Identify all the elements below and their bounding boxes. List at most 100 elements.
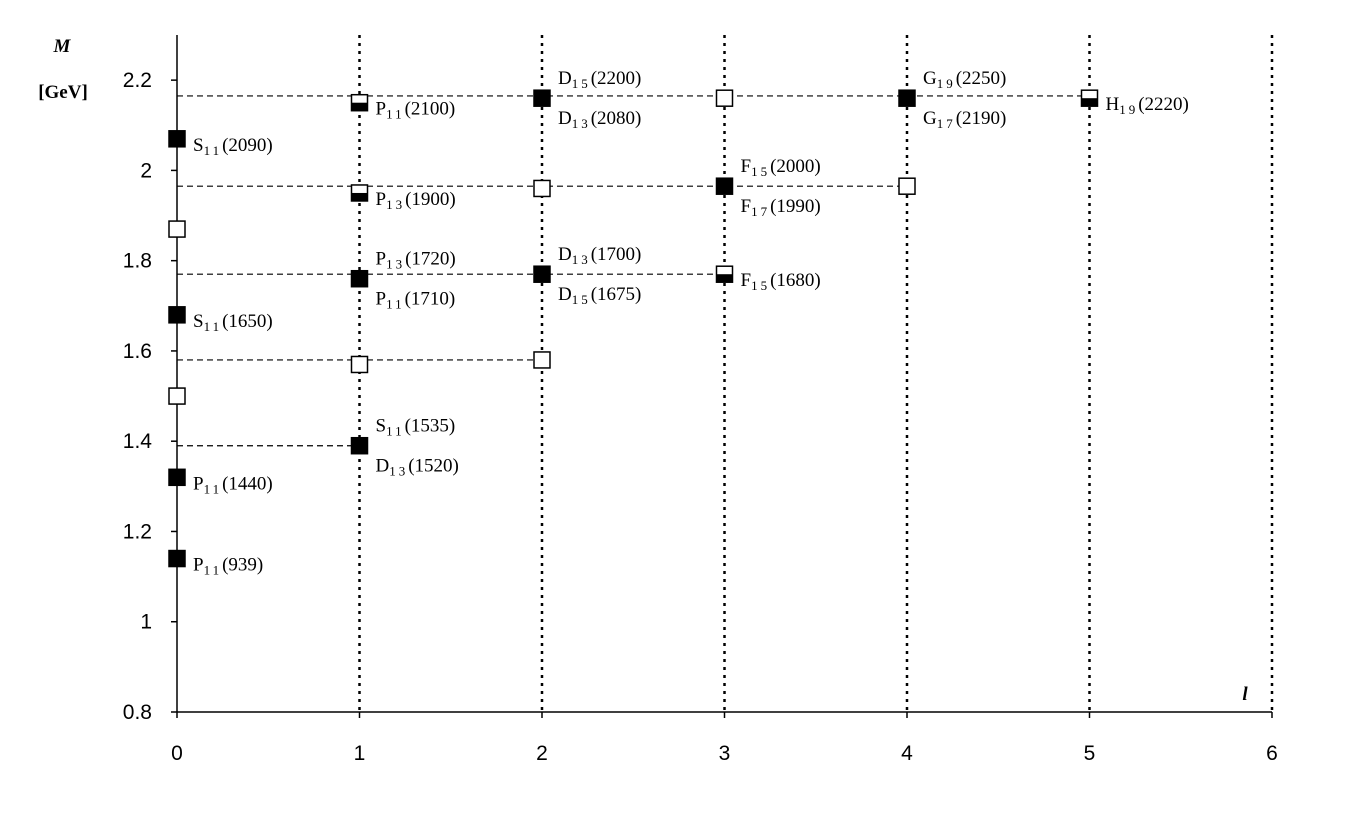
- point: [533, 351, 551, 369]
- label-name: F: [741, 270, 752, 291]
- label-mass: (1900): [405, 189, 456, 210]
- label-name: D: [558, 244, 572, 265]
- label-mass: (939): [222, 555, 263, 576]
- point-square: [168, 220, 186, 238]
- x-tick-label: 0: [171, 742, 183, 765]
- point-square: [168, 130, 186, 148]
- label-mass: (1440): [222, 473, 273, 494]
- point-label: S11(1535): [376, 416, 456, 439]
- label-subscript: 17: [751, 204, 770, 219]
- point-square: [168, 549, 186, 568]
- label-subscript: 13: [572, 252, 591, 267]
- point-square: [168, 468, 186, 487]
- point-label: F15(1680): [741, 270, 821, 293]
- point: [715, 89, 734, 107]
- label-subscript: 11: [204, 319, 223, 334]
- x-tick-label: 3: [719, 742, 731, 765]
- point-label: D13(1520): [376, 456, 459, 479]
- point: [350, 269, 369, 288]
- point-half: [351, 192, 368, 201]
- point-square: [533, 351, 551, 369]
- point: [168, 387, 186, 405]
- point: [533, 179, 551, 198]
- point-square: [533, 89, 551, 107]
- point-half: [716, 274, 733, 283]
- label-mass: (1990): [770, 196, 821, 217]
- point-square: [350, 355, 369, 374]
- point-square: [715, 177, 734, 195]
- label-name: P: [376, 189, 387, 210]
- point-square: [533, 179, 551, 198]
- point-label: P11(1440): [193, 473, 273, 496]
- y-tick-label: 0.8: [123, 701, 152, 724]
- label-name: D: [558, 284, 572, 305]
- label-subscript: 13: [389, 464, 408, 479]
- point-label: G17(2190): [923, 108, 1006, 131]
- y-tick-label: 2: [140, 159, 152, 182]
- label-mass: (1720): [405, 249, 456, 270]
- label-name: D: [558, 108, 572, 129]
- point-label: F17(1990): [741, 196, 821, 219]
- label-name: D: [376, 456, 390, 477]
- point: [350, 184, 369, 202]
- point-label: P11(2100): [376, 99, 456, 122]
- point-half: [1081, 98, 1098, 107]
- x-tick-label: 6: [1266, 742, 1278, 765]
- y-tick-label: 2.2: [123, 69, 152, 92]
- point-label: P13(1900): [376, 189, 456, 212]
- point-square: [168, 387, 186, 405]
- label-mass: (2220): [1138, 94, 1189, 115]
- label-subscript: 11: [204, 143, 223, 158]
- label-name: P: [193, 555, 204, 576]
- point-label: G19(2250): [923, 68, 1006, 91]
- label-name: H: [1106, 94, 1120, 115]
- point-label: S11(2090): [193, 135, 273, 158]
- label-name: G: [923, 68, 937, 89]
- y-axis-unit: [GeV]: [38, 82, 88, 103]
- point-square: [898, 177, 916, 195]
- x-tick-label: 4: [901, 742, 913, 765]
- y-tick-label: 1.2: [123, 520, 152, 543]
- point-label: S11(1650): [193, 311, 273, 334]
- label-name: D: [558, 68, 572, 89]
- point: [350, 93, 369, 112]
- label-mass: (2000): [770, 156, 821, 177]
- label-name: F: [741, 156, 752, 177]
- point: [533, 265, 551, 283]
- label-subscript: 15: [572, 292, 591, 307]
- label-mass: (2200): [591, 68, 642, 89]
- point-square: [350, 436, 369, 455]
- label-name: S: [193, 311, 204, 332]
- point: [350, 355, 369, 374]
- y-axis-label: M: [53, 36, 72, 57]
- point: [168, 306, 186, 324]
- label-mass: (1710): [405, 289, 456, 310]
- label-mass: (1520): [408, 456, 459, 477]
- point-label: F15(2000): [741, 156, 821, 179]
- label-name: S: [193, 135, 204, 156]
- label-mass: (1700): [591, 244, 642, 265]
- point-label: P11(1710): [376, 289, 456, 312]
- label-subscript: 13: [386, 257, 405, 272]
- y-tick-label: 1.6: [123, 340, 152, 363]
- label-mass: (1680): [770, 270, 821, 291]
- point: [898, 89, 916, 107]
- label-subscript: 15: [572, 76, 591, 91]
- label-subscript: 11: [386, 297, 405, 312]
- label-mass: (1650): [222, 311, 273, 332]
- x-tick-label: 5: [1084, 742, 1096, 765]
- x-axis-label: l: [1242, 684, 1248, 705]
- point-square: [533, 265, 551, 283]
- point: [350, 436, 369, 455]
- label-mass: (2190): [956, 108, 1007, 129]
- label-name: P: [193, 473, 204, 494]
- label-name: P: [376, 99, 387, 120]
- x-tick-label: 1: [354, 742, 366, 765]
- label-subscript: 11: [204, 563, 223, 578]
- point: [168, 220, 186, 238]
- label-mass: (1535): [405, 416, 456, 437]
- point: [168, 549, 186, 568]
- label-mass: (2100): [405, 99, 456, 120]
- label-name: S: [376, 416, 387, 437]
- point-square: [898, 89, 916, 107]
